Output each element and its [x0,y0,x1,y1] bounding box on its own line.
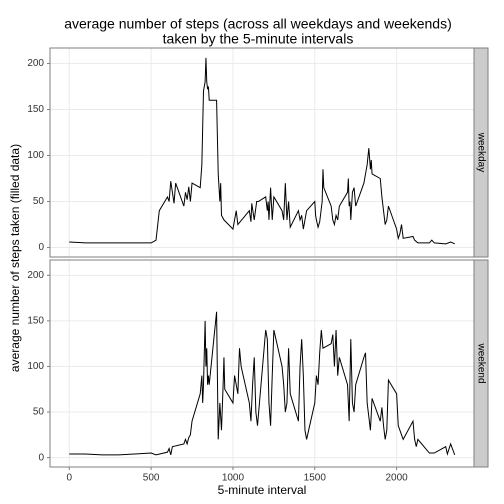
chart-title: average number of steps (across all week… [64,16,452,32]
y-tick-label: 200 [27,58,44,69]
strip [473,259,489,468]
y-tick-label: 50 [33,407,45,418]
x-tick-label: 0 [66,473,72,484]
y-tick-label: 100 [27,150,44,161]
x-axis-label: 5-minute interval [218,483,307,497]
panel [50,260,474,467]
y-tick-label: 50 [33,196,45,207]
y-axis-label: average number of steps taken (filled da… [8,144,22,372]
y-tick-label: 100 [27,361,44,372]
y-tick-label: 200 [27,270,44,281]
x-tick-label: 1500 [304,473,327,484]
y-tick-label: 0 [38,242,44,253]
line [69,57,455,245]
strip-label: weekend [475,342,486,383]
y-tick-label: 150 [27,104,44,115]
y-tick-label: 0 [38,452,44,463]
line [69,311,456,456]
x-tick-label: 1000 [222,473,245,484]
y-tick-label: 150 [27,316,44,327]
panel [50,48,474,257]
x-tick-label: 2000 [385,473,408,484]
strip-label: weekday [475,132,486,172]
chart-title: taken by the 5-minute intervals [163,31,354,47]
x-tick-label: 500 [143,473,160,484]
strip [473,47,489,258]
